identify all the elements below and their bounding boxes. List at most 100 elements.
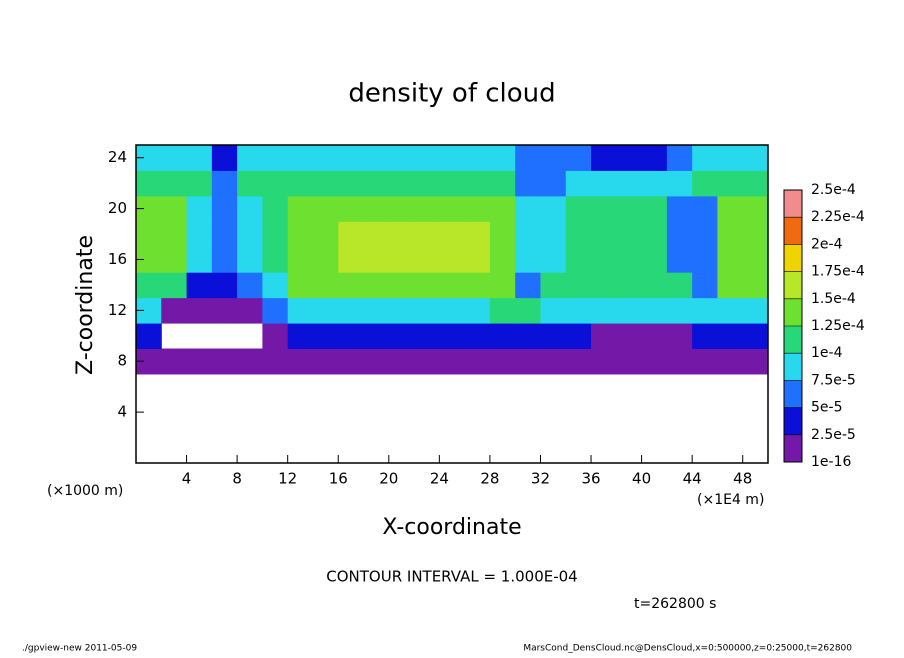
cell: [338, 195, 365, 222]
cell: [591, 323, 617, 350]
cell: [338, 297, 365, 324]
cell: [641, 221, 668, 248]
colorbar-label: 2.5e-4: [811, 182, 856, 198]
cell: [161, 272, 188, 299]
cell: [641, 246, 668, 273]
cell: [237, 348, 263, 375]
cell: [616, 272, 643, 299]
cell: [666, 195, 693, 222]
cell: [565, 221, 592, 248]
cell: [439, 195, 466, 222]
cell: [211, 297, 238, 324]
cell: [616, 246, 643, 273]
cell: [742, 195, 769, 222]
cell: [742, 145, 769, 171]
cell: [388, 297, 415, 324]
y-axis-label: Z-coordinate: [73, 235, 98, 375]
cell: [464, 170, 491, 197]
cell: [591, 348, 617, 375]
cell: [388, 272, 415, 299]
cell: [363, 145, 390, 171]
cell: [464, 323, 491, 350]
colorbar-band: [784, 298, 802, 326]
cell: [388, 170, 415, 197]
cell: [540, 323, 567, 350]
cell: [312, 246, 339, 273]
cell: [363, 170, 390, 197]
cell: [641, 195, 668, 222]
cell: [515, 145, 541, 171]
cell: [186, 246, 213, 273]
x-tick-label: 48: [733, 470, 752, 488]
cell: [414, 323, 440, 350]
cell: [287, 348, 314, 375]
field: [136, 145, 769, 375]
cell: [692, 323, 718, 350]
cell: [616, 297, 643, 324]
x-tick-label: 8: [232, 470, 242, 488]
colorbar-label: 1.5e-4: [811, 291, 856, 307]
cell: [338, 170, 365, 197]
cell: [464, 272, 491, 299]
cell: [591, 272, 617, 299]
colorbar-label: 1.25e-4: [811, 318, 865, 334]
cell: [439, 246, 466, 273]
cell: [666, 272, 693, 299]
colorbar-band: [784, 326, 802, 354]
cell: [211, 195, 238, 222]
cell: [666, 170, 693, 197]
cell: [489, 221, 516, 248]
colorbar-label: 7.5e-5: [811, 372, 856, 388]
colorbar-label: 1e-4: [811, 345, 843, 361]
cell: [742, 170, 769, 197]
cell: [692, 348, 718, 375]
cell: [363, 195, 390, 222]
cell: [692, 297, 718, 324]
cell: [591, 221, 617, 248]
cell: [136, 170, 162, 197]
cell: [565, 348, 592, 375]
cell: [161, 145, 188, 171]
colorbar-band: [784, 244, 802, 272]
cell: [540, 297, 567, 324]
cell: [464, 348, 491, 375]
cell: [287, 323, 314, 350]
cell: [591, 297, 617, 324]
cell: [186, 297, 213, 324]
cell: [464, 195, 491, 222]
cell: [641, 145, 668, 171]
cell: [515, 297, 541, 324]
cell: [540, 246, 567, 273]
cell: [237, 170, 263, 197]
cell: [565, 246, 592, 273]
x-tick-label: 16: [329, 470, 348, 488]
cell: [136, 272, 162, 299]
cell: [666, 221, 693, 248]
colorbar-band: [784, 434, 802, 462]
cell: [641, 348, 668, 375]
colorbar-label: 5e-5: [811, 400, 842, 416]
cell: [439, 145, 466, 171]
contour-note: CONTOUR INTERVAL = 1.000E-04: [326, 568, 577, 586]
cell: [237, 297, 263, 324]
cell: [287, 195, 314, 222]
cell: [312, 170, 339, 197]
cell: [692, 221, 718, 248]
cell: [161, 246, 188, 273]
cell: [591, 195, 617, 222]
cell: [616, 348, 643, 375]
colorbar-band: [784, 380, 802, 408]
cell: [388, 221, 415, 248]
cell: [616, 195, 643, 222]
cell: [262, 348, 289, 375]
cell: [666, 323, 693, 350]
cell: [262, 272, 289, 299]
cell: [616, 170, 643, 197]
cell: [388, 348, 415, 375]
y-tick-label: 8: [117, 352, 127, 370]
cell: [515, 170, 541, 197]
cell: [717, 323, 744, 350]
cell: [565, 195, 592, 222]
cell: [464, 297, 491, 324]
